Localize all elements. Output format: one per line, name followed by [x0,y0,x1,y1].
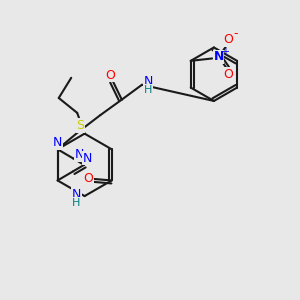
Text: N: N [53,136,62,149]
Text: H: H [72,198,80,208]
Text: O: O [224,33,233,46]
Text: +: + [220,47,229,57]
Text: N: N [82,152,92,165]
Text: N: N [143,75,153,88]
Text: S: S [76,119,85,132]
Text: N: N [75,148,84,161]
Text: H: H [144,85,152,94]
Text: N: N [72,188,81,201]
Text: N: N [214,50,224,63]
Text: O: O [224,68,233,81]
Text: O: O [83,172,93,185]
Text: O: O [106,69,116,82]
Text: -: - [233,27,238,40]
